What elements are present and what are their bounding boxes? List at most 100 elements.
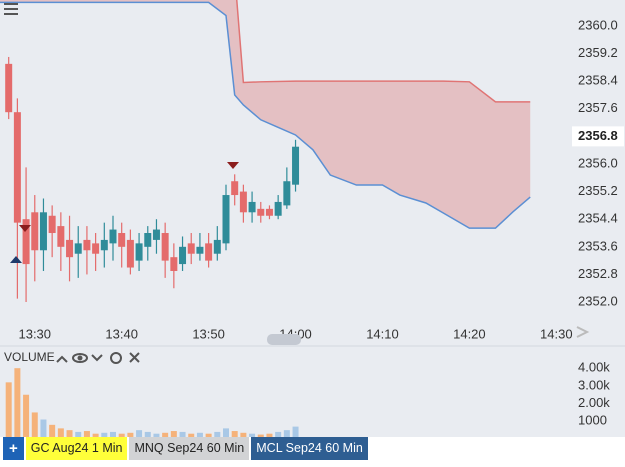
y-tick-label: 2355.2 (578, 183, 618, 198)
scroll-handle[interactable] (267, 334, 301, 345)
volume-bar (66, 430, 73, 437)
volume-bar (292, 426, 299, 437)
y-tick-label: 2359.2 (578, 45, 618, 60)
y-tick-label: 2360.0 (578, 17, 618, 32)
x-tick-label: 14:30 (540, 326, 573, 341)
y-tick-label: 2352.8 (578, 266, 618, 281)
candle-body (57, 226, 65, 247)
candle-body (205, 243, 213, 261)
volume-bar (275, 431, 282, 437)
candle-body (274, 201, 282, 216)
volume-bar (249, 433, 256, 437)
volume-bar (188, 433, 195, 437)
tab-bar: + GC Aug24 1 Min MNQ Sep24 60 Min MCL Se… (0, 437, 625, 460)
menu-icon[interactable] (4, 3, 18, 15)
volume-bar (57, 428, 64, 437)
volume-bar (136, 430, 143, 437)
volume-bar (83, 431, 90, 437)
volume-bar (23, 394, 30, 437)
buy-marker (10, 256, 22, 263)
y-tick-label: 2.00k (578, 395, 610, 410)
x-tick-label: 13:30 (18, 326, 51, 341)
volume-bar (283, 430, 290, 437)
candle-body (100, 239, 108, 251)
candle-body (196, 246, 204, 254)
candle-body (118, 233, 126, 247)
scroll-arrow[interactable] (576, 326, 590, 338)
volume-bar (231, 431, 238, 437)
cloud-upper-line (236, 0, 531, 103)
volume-bar (49, 424, 56, 437)
volume-area (5, 368, 299, 437)
y-tick-label: 4.00k (578, 360, 610, 375)
candle-body (292, 146, 300, 185)
candle-body (231, 181, 239, 196)
x-tick-label: 14:20 (453, 326, 486, 341)
volume-bar (153, 433, 160, 437)
candle-body (92, 243, 100, 254)
tab[interactable]: MCL Sep24 60 Min (251, 437, 368, 460)
volume-bar (179, 431, 186, 437)
candle-body (48, 215, 56, 234)
add-tab-button[interactable]: + (3, 437, 24, 460)
background (0, 0, 625, 437)
candle-body (213, 239, 221, 254)
candle-body (135, 243, 143, 261)
candle-body (13, 112, 21, 223)
candle-body (248, 201, 256, 213)
candle-body (257, 208, 265, 216)
last-price-label: 2356.8 (578, 128, 618, 143)
tab[interactable]: MNQ Sep24 60 Min (129, 437, 250, 460)
cloud-lower-line (0, 1, 531, 229)
x-tick-label: 13:40 (105, 326, 138, 341)
plot-area (0, 0, 531, 303)
candle-body (74, 243, 82, 254)
volume-bar (40, 419, 47, 437)
axes: 2352.0 2352.8 2353.6 2354.4 2355.2 2356.0 2357… (18, 17, 624, 428)
volume-bar (144, 431, 151, 437)
candle-body (5, 63, 13, 113)
volume-bar (240, 432, 247, 437)
candle-body (31, 212, 39, 251)
volume-bar (127, 432, 134, 437)
volume-bar (205, 433, 212, 437)
candle-body (283, 181, 291, 206)
candle-body (126, 239, 134, 268)
volume-bar (214, 431, 221, 437)
x-tick-label: 13:50 (192, 326, 225, 341)
cloud-area (0, 0, 531, 229)
volume-title: VOLUME (4, 350, 55, 364)
volume-bar (101, 432, 108, 437)
volume-bar (257, 434, 264, 437)
candle-body (22, 219, 30, 265)
candle-body (179, 246, 187, 265)
x-tick-label: 14:10 (366, 326, 399, 341)
y-tick-label: 3.00k (578, 377, 610, 392)
chart: 2352.0 2352.8 2353.6 2354.4 2355.2 2356.0 2357… (0, 0, 625, 437)
sell-marker (19, 225, 31, 232)
candle-body (187, 243, 195, 254)
volume-bar (31, 412, 38, 437)
y-tick-label: 2356.0 (578, 155, 618, 170)
candle-body (170, 257, 178, 271)
volume-bar (223, 428, 229, 437)
candle-body (222, 195, 230, 244)
pane-controls[interactable] (56, 352, 140, 364)
volume-bar (170, 431, 177, 437)
volume-bar (118, 433, 125, 437)
candle-body (265, 208, 273, 216)
volume-bar (75, 431, 82, 437)
candle-body (83, 239, 91, 251)
candle-body (39, 212, 47, 251)
volume-bar (162, 432, 169, 437)
tab[interactable]: GC Aug24 1 Min (25, 437, 128, 460)
candle-body (109, 229, 117, 244)
volume-bar (110, 431, 116, 437)
y-tick-label: 2353.6 (578, 238, 618, 253)
candle-body (239, 191, 247, 213)
candle-body (152, 229, 160, 240)
sell-marker (227, 162, 239, 169)
y-tick-label: 1000 (578, 413, 607, 428)
volume-bar (196, 432, 203, 437)
